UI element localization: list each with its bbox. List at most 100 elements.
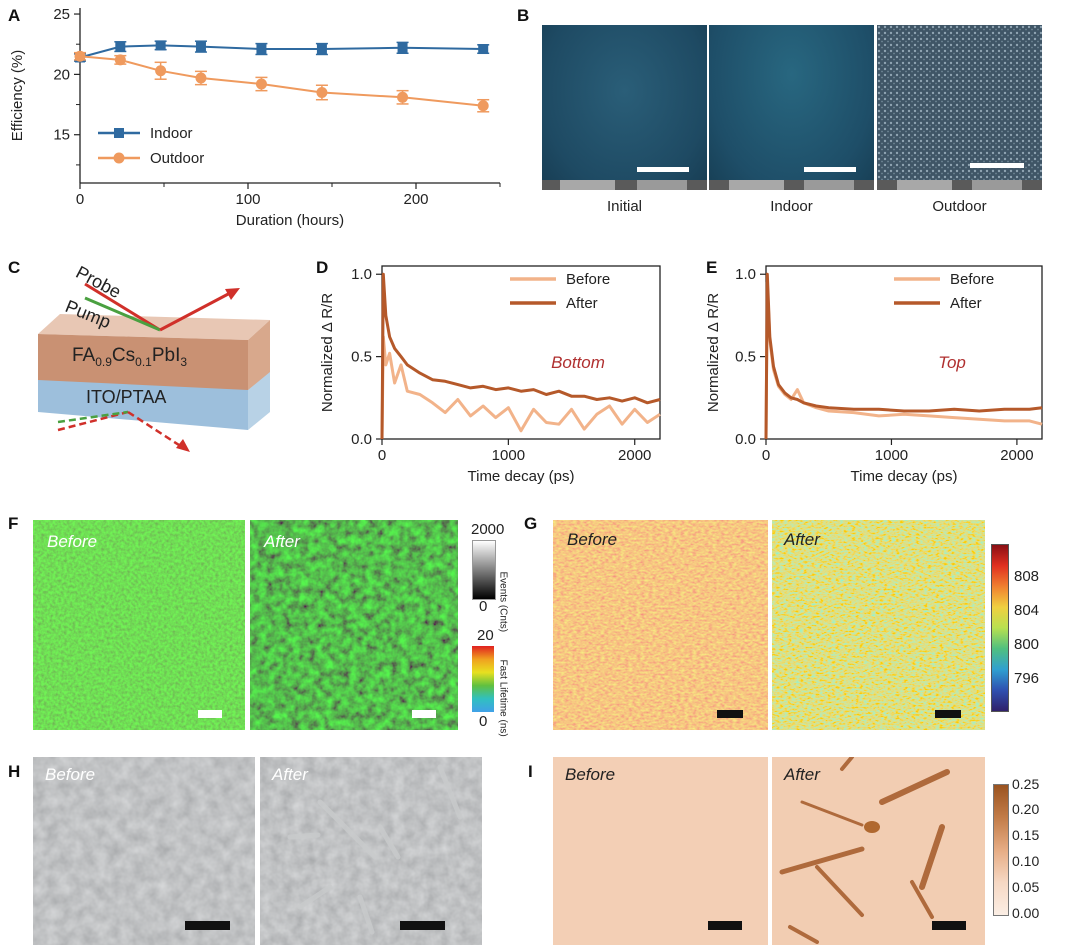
- x-tick-label: 0: [762, 447, 770, 464]
- scale-bar: [932, 921, 966, 930]
- y-axis-label: Normalized Δ R/R: [319, 293, 336, 412]
- perovskite-layer-label: FA0.9Cs0.1PbI3: [72, 345, 188, 369]
- x-tick-label: 0: [76, 191, 84, 208]
- series-line-outdoor: [79, 55, 484, 107]
- data-point: [397, 91, 409, 103]
- lifetime-min: 0: [479, 713, 488, 730]
- panel-label-a: A: [8, 6, 21, 25]
- afm-after: After: [772, 757, 985, 945]
- photo-initial: [542, 25, 707, 190]
- label-after: After: [264, 532, 300, 551]
- label-after: After: [272, 765, 308, 784]
- y-tick-label: 20: [53, 66, 70, 83]
- legend-label: Before: [950, 271, 994, 288]
- chart-e-top: 0 1000 2000 0.0 0.5 1.0 Time decay (ps) Normali…: [705, 265, 1043, 485]
- pl-map-before: Before: [33, 520, 245, 730]
- colorbar-tick: 0.10: [1012, 853, 1040, 869]
- label-after: After: [784, 765, 820, 784]
- data-point: [478, 44, 489, 55]
- data-point: [255, 78, 267, 90]
- label-before: Before: [567, 530, 618, 549]
- wavelength-colorbar: [991, 544, 1009, 712]
- afm-before: Before: [553, 757, 768, 945]
- x-axis-label: Time decay (ps): [851, 468, 958, 485]
- legend-marker: [114, 128, 124, 138]
- caption-initial: Initial: [606, 198, 643, 215]
- x-tick-label: 100: [235, 191, 260, 208]
- ito-ptaa-label: ITO/PTAA: [86, 387, 167, 407]
- series-line-before: [380, 335, 661, 440]
- panel-label-h: H: [8, 762, 21, 781]
- caption-outdoor: Outdoor: [932, 198, 987, 215]
- x-tick-label: 0: [378, 447, 386, 464]
- legend-label: After: [566, 295, 598, 312]
- scale-bar: [935, 710, 961, 718]
- panel-label-f: F: [8, 514, 19, 533]
- data-point: [397, 42, 408, 53]
- panel-annotation: Bottom: [551, 353, 605, 372]
- label-before: Before: [47, 532, 98, 551]
- panel-label-g: G: [524, 514, 538, 533]
- y-tick-label: 25: [53, 6, 70, 23]
- legend-label: Outdoor: [150, 150, 204, 167]
- x-tick-label: 2000: [618, 447, 651, 464]
- label-before: Before: [45, 765, 96, 784]
- colorbar-tick: 796: [1014, 670, 1040, 687]
- caption-indoor: Indoor: [770, 198, 813, 215]
- scale-bar: [717, 710, 743, 718]
- height-colorbar: [993, 784, 1009, 916]
- data-point: [115, 41, 126, 52]
- scale-bar: [412, 710, 436, 718]
- data-point: [316, 44, 327, 55]
- series-line-before: [764, 281, 1043, 440]
- colorbar-tick: 808: [1014, 568, 1040, 585]
- events-label: Events (Cnts): [497, 571, 509, 633]
- sem-after: After: [260, 757, 482, 945]
- plot-frame: [381, 265, 661, 440]
- y-tick-label: 15: [53, 127, 70, 144]
- y-tick-label: 0.5: [735, 349, 756, 366]
- events-colorbar: [472, 540, 496, 600]
- y-tick-label: 1.0: [735, 266, 756, 283]
- colorbar-tick: 0.15: [1012, 827, 1040, 843]
- panel-label-b: B: [517, 6, 530, 25]
- y-tick-label: 0.0: [351, 431, 372, 448]
- pl-map-after: After: [250, 520, 458, 730]
- photo-indoor: [709, 25, 874, 190]
- x-tick-label: 1000: [875, 447, 908, 464]
- chart-a-efficiency: 0 100 200 15 20 25 Duration (hours) Efficiency …: [9, 6, 501, 229]
- sem-before: Before: [33, 757, 255, 945]
- scale-bar: [708, 921, 742, 930]
- data-point: [195, 72, 207, 84]
- data-point: [256, 44, 267, 55]
- chart-d-bottom: 0 1000 2000 0.0 0.5 1.0 Time decay (ps) Normali…: [319, 265, 661, 485]
- series-line-after: [380, 272, 661, 440]
- colorbar-tick: 0.00: [1012, 905, 1040, 921]
- panel-label-e: E: [706, 258, 718, 277]
- colorbar-tick: 0.20: [1012, 801, 1040, 817]
- y-axis-label: Efficiency (%): [9, 50, 26, 141]
- x-tick-label: 2000: [1000, 447, 1033, 464]
- data-point: [155, 40, 166, 51]
- data-point: [114, 54, 126, 66]
- legend-label: Before: [566, 271, 610, 288]
- y-tick-label: 0.0: [735, 431, 756, 448]
- panel-label-d: D: [316, 258, 329, 277]
- device-schematic: [38, 282, 270, 452]
- series-line-after: [764, 272, 1043, 440]
- peak-map-after: After: [772, 520, 985, 730]
- colorbar-tick: 800: [1014, 636, 1040, 653]
- label-before: Before: [565, 765, 616, 784]
- legend-marker: [113, 152, 125, 164]
- label-after: After: [784, 530, 820, 549]
- events-max: 2000: [471, 521, 505, 538]
- colorbar-tick: 804: [1014, 602, 1040, 619]
- y-axis-label: Normalized Δ R/R: [705, 293, 722, 412]
- x-tick-label: 1000: [492, 447, 525, 464]
- lifetime-label: Fast Lifetime (ns): [497, 659, 509, 737]
- data-point: [477, 100, 489, 112]
- panel-label-i: I: [528, 762, 533, 781]
- panel-annotation: Top: [938, 353, 966, 372]
- series-line-indoor: [79, 44, 484, 59]
- legend-label: After: [950, 295, 982, 312]
